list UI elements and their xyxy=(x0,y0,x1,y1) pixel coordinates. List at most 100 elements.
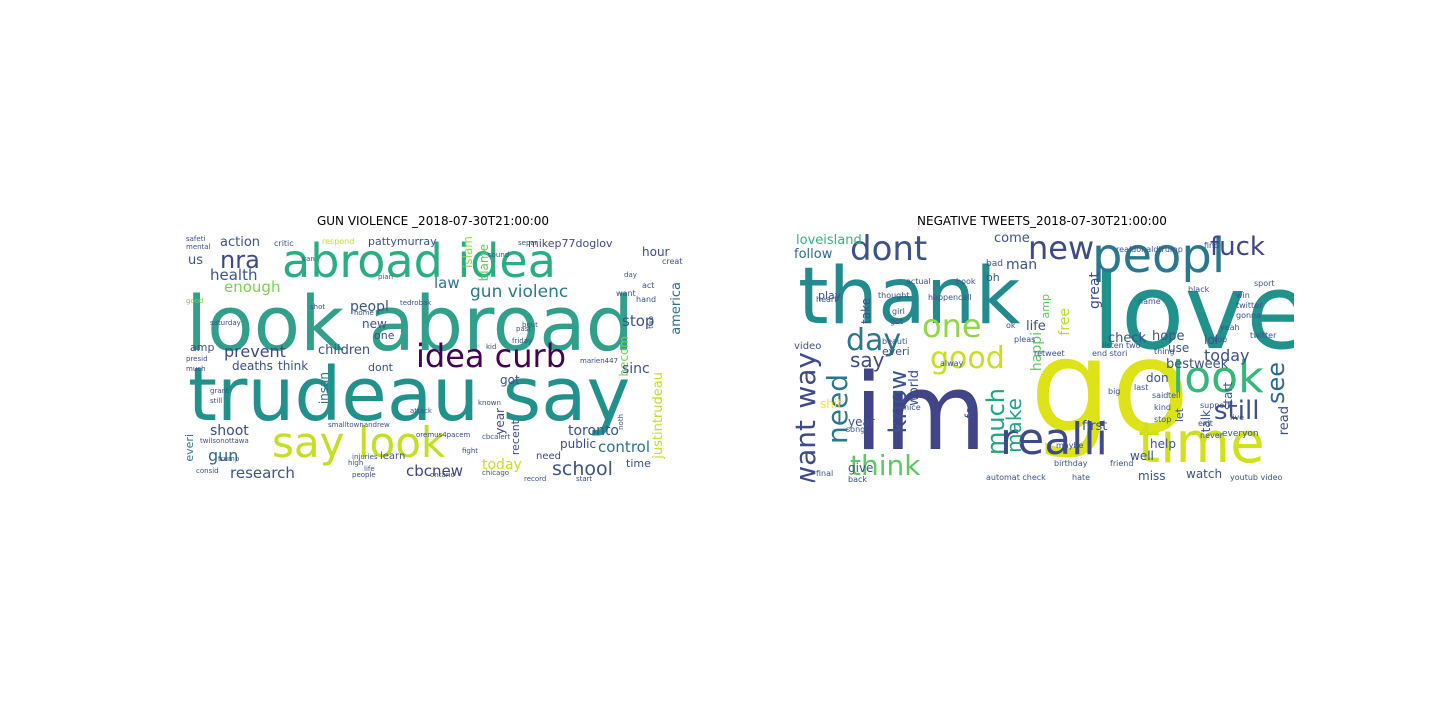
cloud-word: shoot xyxy=(210,423,249,439)
cloud-word: two xyxy=(1126,341,1141,350)
cloud-word: help xyxy=(1150,437,1176,451)
cloud-word: kind xyxy=(1154,403,1172,412)
cloud-word: consid xyxy=(196,467,219,475)
cloud-word: time xyxy=(1138,411,1265,476)
cloud-word: final xyxy=(816,469,834,478)
cloud-word: call xyxy=(958,293,972,302)
cloud-word: thank xyxy=(798,252,1021,342)
cloud-word: free xyxy=(1057,308,1073,336)
cloud-word: need xyxy=(536,451,561,462)
cloud-word: start xyxy=(576,475,593,483)
cloud-word: shot xyxy=(310,303,326,311)
cloud-word: kid xyxy=(486,343,497,351)
cloud-word: hour xyxy=(642,245,670,259)
cloud-word: youtub video xyxy=(1230,473,1283,482)
cloud-word: find xyxy=(1204,241,1220,250)
cloud-word: abroad idea xyxy=(282,234,556,288)
cloud-word: read xyxy=(1277,406,1292,436)
cloud-word: action xyxy=(220,235,261,250)
cloud-word: act xyxy=(642,281,655,290)
cloud-word: tell xyxy=(1168,391,1181,400)
cloud-word: great xyxy=(1087,272,1103,310)
cloud-word: want xyxy=(616,289,636,298)
cloud-word: time xyxy=(626,457,651,470)
cloud-word: deaths xyxy=(232,359,273,373)
cloud-word: respond xyxy=(322,237,355,246)
cloud-word: fuck xyxy=(1210,232,1265,262)
cloud-word: sound xyxy=(488,251,510,259)
cloud-word: high xyxy=(348,459,364,467)
cloud-word: peopl xyxy=(1092,232,1226,284)
cloud-word: make xyxy=(1002,398,1026,453)
cloud-word: beauti xyxy=(882,337,908,346)
cloud-word: yeah xyxy=(1220,323,1240,332)
cloud-word: retweet xyxy=(1034,349,1065,358)
cloud-word: realli xyxy=(1000,414,1108,465)
cloud-word: pian xyxy=(378,273,394,281)
cloud-word: last xyxy=(1134,383,1149,392)
cloud-word: public xyxy=(560,437,597,451)
cloud-word: best xyxy=(1166,357,1195,372)
cloud-word: trump xyxy=(218,455,240,463)
cloud-word: don xyxy=(1146,371,1169,385)
cloud-word: nice xyxy=(904,403,921,412)
cloud-word: new xyxy=(362,317,387,331)
cloud-word: book xyxy=(956,277,976,286)
cloud-word: bad xyxy=(986,259,1003,269)
cloud-word: us xyxy=(188,253,204,268)
cloud-word: twitter xyxy=(1250,331,1277,340)
cloud-word: think xyxy=(850,449,921,482)
cloud-word: peopl xyxy=(350,299,389,315)
cloud-word: said xyxy=(1152,391,1169,400)
cloud-word: think xyxy=(278,359,309,373)
cloud-word: gun violenc xyxy=(470,282,569,302)
cloud-word: hope xyxy=(1152,329,1185,344)
cloud-word: big xyxy=(1108,387,1121,396)
cloud-word: say look xyxy=(272,418,446,467)
cloud-word: people xyxy=(352,471,376,479)
cloud-word: separ xyxy=(518,239,538,247)
cloud-word: critic xyxy=(274,239,294,248)
cloud-word: got xyxy=(890,317,904,326)
cloud-word: year xyxy=(493,408,507,435)
cloud-word: blame xyxy=(477,244,491,282)
cloud-word: realdonaldtrump xyxy=(1116,245,1183,254)
cloud-word: live xyxy=(1230,413,1245,422)
cloud-word: recent xyxy=(509,420,522,456)
cloud-word: year xyxy=(848,415,875,429)
cloud-word: end stori xyxy=(1092,349,1128,358)
cloud-word: watch xyxy=(1186,467,1223,481)
cloud-word: gonna xyxy=(1236,311,1262,320)
cloud-word: stop xyxy=(1154,415,1172,424)
cloud-word: noth xyxy=(617,414,625,430)
cloud-word: way xyxy=(790,352,822,409)
cloud-word: good xyxy=(930,341,1005,376)
cloud-word: gun xyxy=(208,446,239,465)
cloud-word: love xyxy=(1092,251,1294,373)
cloud-word: america xyxy=(669,282,684,335)
cloud-word: support xyxy=(1200,401,1231,410)
cloud-word: much xyxy=(186,365,206,373)
cloud-word: pleas xyxy=(1014,335,1036,344)
cloud-word: im xyxy=(854,351,987,474)
cloud-word: law xyxy=(434,274,460,292)
left-word-cloud: look abroad trudeau say abroad idea say … xyxy=(182,232,686,482)
cloud-word: bout xyxy=(522,321,538,329)
cloud-word: cbcalert xyxy=(482,433,511,441)
cloud-word: two xyxy=(647,316,655,329)
cloud-word: got xyxy=(500,373,520,387)
cloud-word: listen xyxy=(1102,341,1124,350)
cloud-word: presid xyxy=(186,355,208,363)
cloud-word: attack xyxy=(410,407,432,415)
cloud-word: maybe xyxy=(1056,441,1084,450)
cloud-word: amp xyxy=(1039,294,1052,319)
cloud-word: van xyxy=(302,255,315,263)
cloud-word: injuries xyxy=(352,453,378,461)
cloud-word: friday xyxy=(512,337,533,345)
cloud-word: alway xyxy=(940,359,964,368)
cloud-word: hate xyxy=(1072,473,1091,482)
cloud-word: life xyxy=(364,465,375,473)
cloud-word: sport xyxy=(1254,279,1275,288)
cloud-word: miss xyxy=(1138,469,1166,482)
cloud-word: go xyxy=(1030,313,1190,462)
